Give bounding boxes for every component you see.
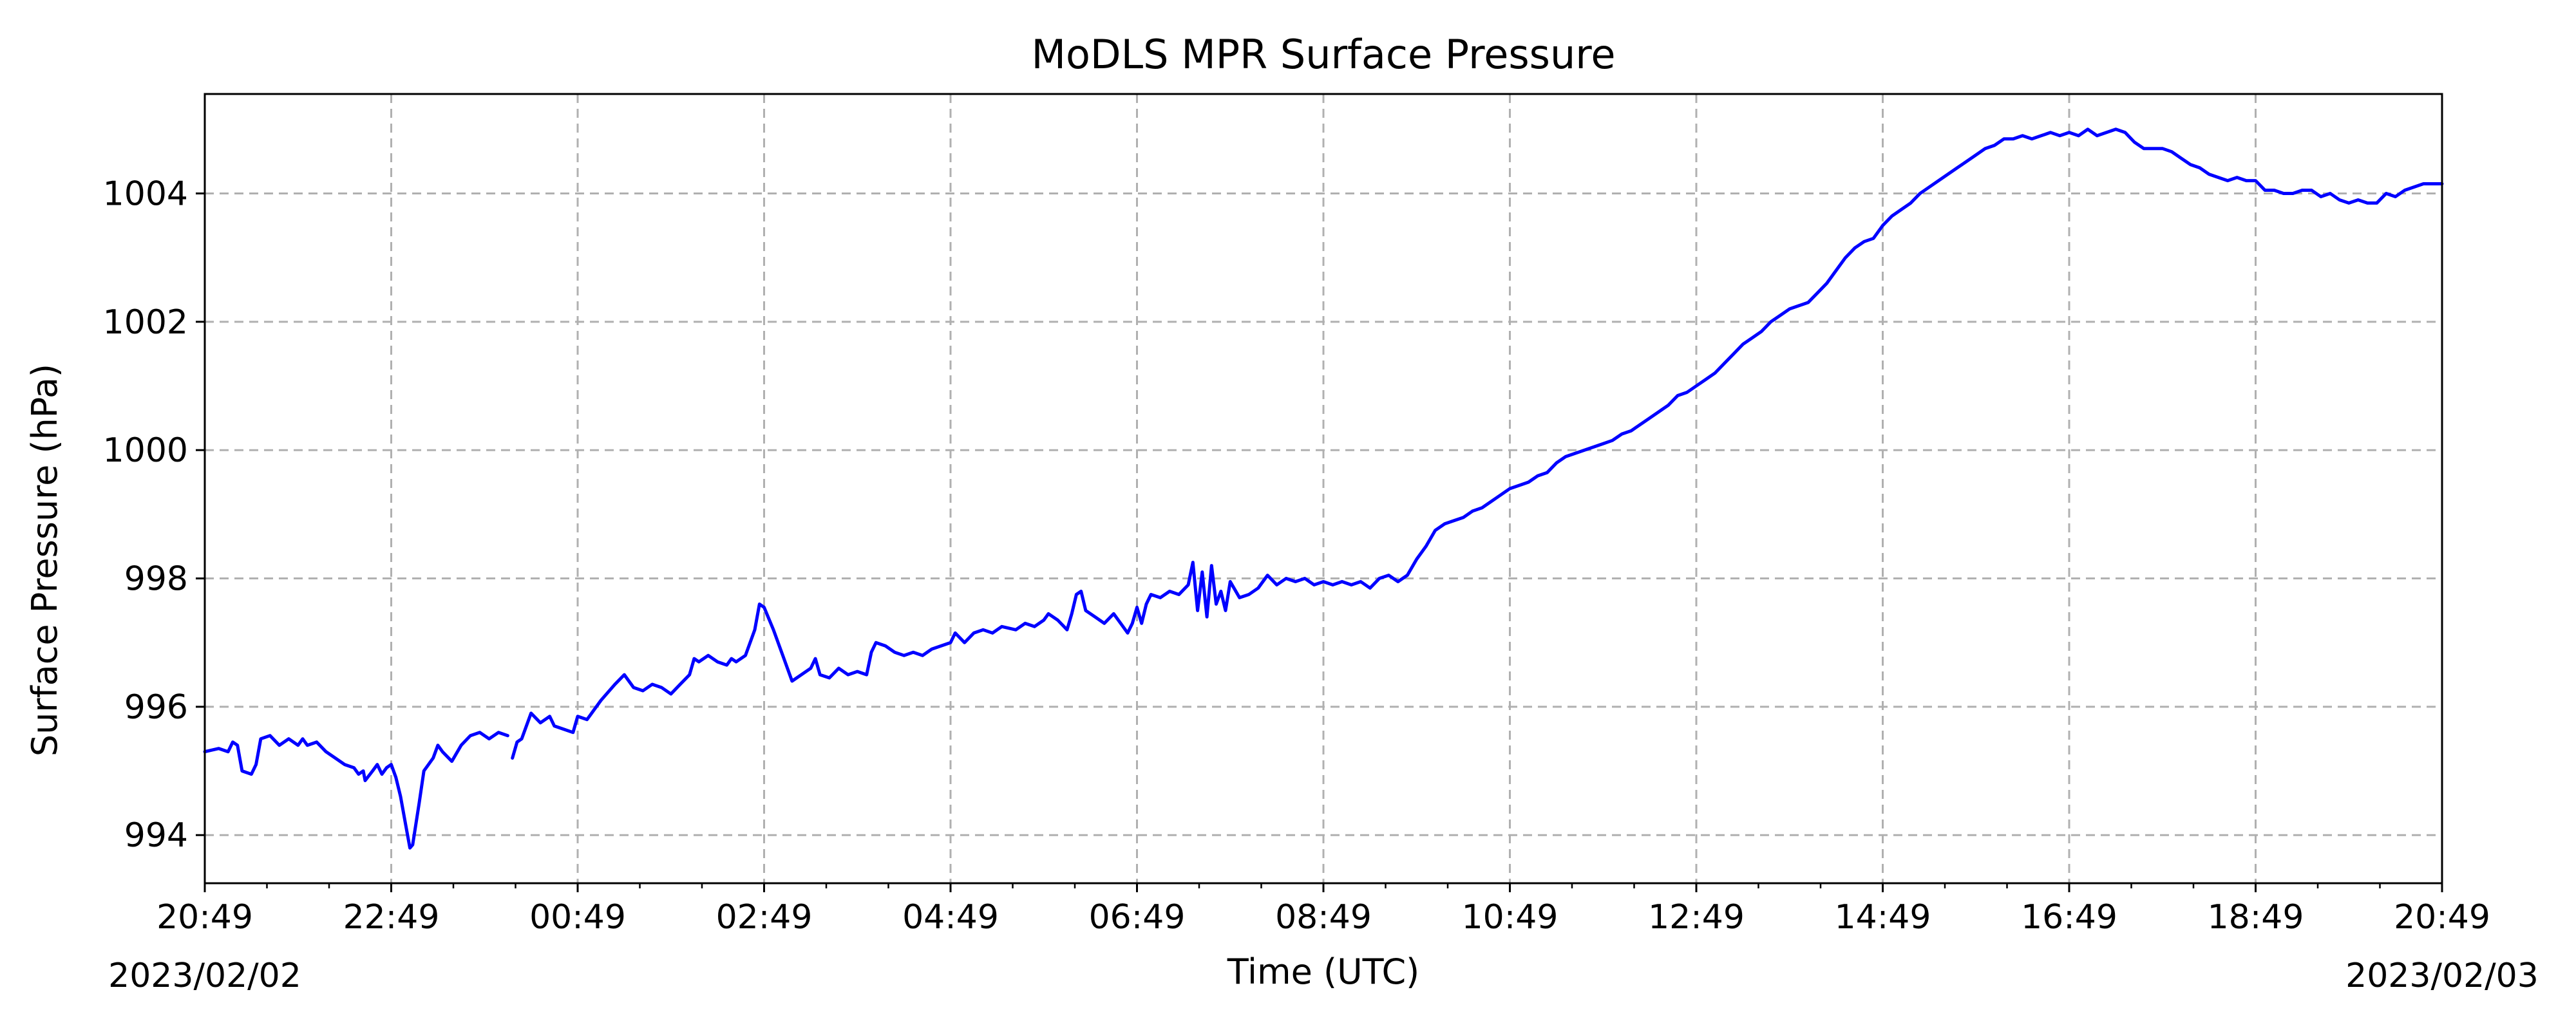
x-date-label: 2023/02/02 <box>108 957 301 995</box>
x-date-label: 2023/02/03 <box>2345 957 2539 995</box>
x-tick-label: 22:49 <box>343 898 440 937</box>
pressure-series-line <box>203 731 509 850</box>
x-tick-label: 12:49 <box>1648 898 1745 937</box>
x-tick-label: 04:49 <box>902 898 999 937</box>
x-axis-label: Time (UTC) <box>1227 951 1420 992</box>
y-tick-label: 994 <box>124 816 188 855</box>
y-tick-label: 996 <box>124 688 188 727</box>
y-tick-label: 998 <box>124 560 188 599</box>
series-layer <box>203 127 2444 850</box>
pressure-series-line <box>511 127 2444 760</box>
x-tick-label: 06:49 <box>1089 898 1186 937</box>
x-tick-label: 20:49 <box>156 898 253 937</box>
x-tick-label: 08:49 <box>1275 898 1372 937</box>
tick-marks <box>196 192 2443 892</box>
y-tick-label: 1004 <box>103 174 188 213</box>
y-tick-label: 1002 <box>103 303 188 342</box>
x-tick-label: 14:49 <box>1835 898 1931 937</box>
chart-title: MoDLS MPR Surface Pressure <box>1031 31 1615 78</box>
x-tick-label: 20:49 <box>2394 898 2490 937</box>
y-axis-label: Surface Pressure (hPa) <box>24 364 65 756</box>
x-tick-label: 00:49 <box>529 898 626 937</box>
grid-lines <box>205 94 2442 883</box>
x-tick-label: 16:49 <box>2021 898 2117 937</box>
x-tick-label: 10:49 <box>1462 898 1558 937</box>
x-tick-label: 18:49 <box>2208 898 2304 937</box>
y-tick-label: 1000 <box>103 431 188 470</box>
tick-labels: 20:49 22:49 00:49 02:49 04:49 06:49 08:49 10:49… <box>103 174 2539 995</box>
x-tick-label: 02:49 <box>716 898 813 937</box>
